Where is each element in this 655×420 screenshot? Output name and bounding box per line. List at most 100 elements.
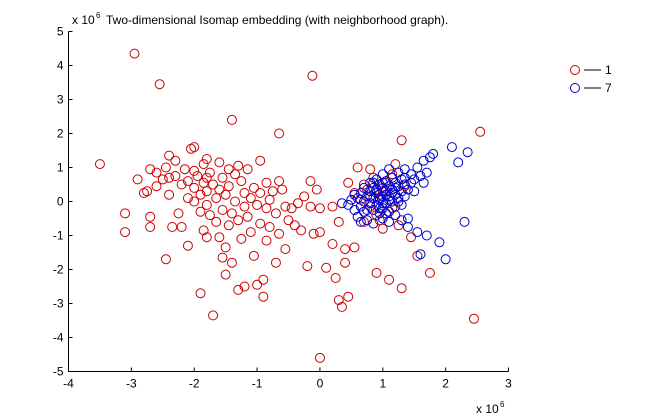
- scatter-point-series-1: [217, 172, 228, 183]
- y-tick-label: 1: [57, 161, 64, 175]
- scatter-point-series-7: [396, 186, 407, 197]
- scatter-point-series-1: [371, 210, 382, 221]
- x-tick-label: -4: [63, 377, 74, 391]
- scatter-point-series-1: [189, 165, 200, 176]
- scatter-point-series-1: [189, 142, 200, 153]
- scatter-point-series-1: [274, 128, 285, 139]
- y-tick-label: -5: [53, 365, 64, 379]
- scatter-point-series-1: [390, 159, 401, 170]
- scatter-point-series-1: [336, 301, 347, 312]
- chart-title: Two-dimensional Isomap embedding (with n…: [106, 13, 448, 27]
- scatter-point-series-7: [412, 162, 423, 173]
- scatter-point-series-1: [201, 172, 212, 183]
- scatter-point-series-1: [305, 176, 316, 187]
- scatter-point-series-1: [201, 199, 212, 210]
- scatter-point-series-1: [154, 79, 165, 90]
- scatter-point-series-1: [160, 162, 171, 173]
- scatter-point-series-1: [120, 208, 131, 219]
- scatter-point-series-1: [333, 216, 344, 227]
- scatter-point-series-7: [384, 191, 395, 202]
- y-tick-label: -2: [53, 263, 64, 277]
- scatter-point-series-7: [374, 208, 385, 219]
- scatter-point-series-1: [252, 279, 263, 290]
- x-tick-label: -3: [126, 377, 137, 391]
- y-tick-label: 0: [57, 195, 64, 209]
- scatter-point-series-1: [292, 198, 303, 209]
- scatter-point-series-1: [261, 235, 272, 246]
- scatter-point-series-1: [151, 181, 162, 192]
- scatter-point-series-7: [387, 184, 398, 195]
- scatter-point-series-1: [120, 227, 131, 238]
- scatter-point-series-1: [352, 162, 363, 173]
- scatter-points: [94, 48, 486, 363]
- scatter-point-series-7: [374, 203, 385, 214]
- scatter-point-series-1: [274, 176, 285, 187]
- scatter-point-series-1: [412, 250, 423, 261]
- scatter-point-series-7: [380, 208, 391, 219]
- scatter-point-series-7: [393, 181, 404, 192]
- scatter-point-series-1: [182, 193, 193, 204]
- scatter-point-series-1: [223, 181, 234, 192]
- scatter-point-series-1: [189, 182, 200, 193]
- scatter-point-series-7: [396, 174, 407, 185]
- scatter-point-series-1: [314, 203, 325, 214]
- scatter-point-series-1: [170, 171, 181, 181]
- x-multiplier-exponent: 6: [500, 400, 505, 409]
- scatter-point-series-1: [261, 203, 272, 214]
- scatter-point-series-1: [223, 164, 234, 175]
- scatter-point-series-7: [393, 193, 404, 204]
- scatter-point-series-1: [468, 313, 479, 324]
- scatter-point-series-1: [160, 254, 171, 265]
- scatter-point-series-1: [406, 232, 417, 243]
- scatter-point-series-7: [421, 230, 432, 241]
- scatter-point-series-1: [248, 250, 259, 261]
- scatter-point-series-1: [186, 143, 197, 154]
- scatter-point-series-1: [142, 186, 153, 197]
- scatter-point-series-1: [255, 155, 266, 166]
- scatter-point-series-1: [233, 160, 244, 171]
- scatter-point-series-7: [399, 172, 410, 183]
- scatter-point-series-1: [264, 222, 275, 232]
- scatter-point-series-1: [176, 179, 187, 190]
- scatter-point-series-1: [311, 184, 322, 195]
- y-tick-label: -1: [53, 229, 64, 243]
- scatter-point-series-1: [267, 186, 278, 197]
- scatter-point-series-7: [453, 157, 464, 168]
- scatter-point-series-1: [233, 284, 244, 295]
- x-multiplier: x 10: [476, 402, 499, 416]
- scatter-point-series-7: [390, 210, 401, 221]
- scatter-point-series-1: [220, 269, 231, 280]
- scatter-point-series-1: [211, 193, 222, 204]
- scatter-point-series-7: [349, 205, 360, 215]
- scatter-point-series-1: [286, 203, 297, 214]
- scatter-point-series-1: [283, 215, 294, 226]
- scatter-point-series-1: [239, 281, 250, 292]
- x-tick-label: -2: [189, 377, 200, 391]
- scatter-point-series-7: [362, 215, 373, 226]
- scatter-point-series-1: [314, 227, 325, 238]
- scatter-point-series-1: [198, 177, 209, 188]
- scatter-point-series-1: [208, 310, 219, 321]
- scatter-point-series-1: [308, 228, 319, 239]
- scatter-point-series-1: [396, 135, 407, 146]
- scatter-point-series-1: [208, 179, 219, 190]
- scatter-point-series-1: [214, 157, 225, 168]
- scatter-point-series-7: [409, 174, 420, 185]
- scatter-point-series-7: [424, 152, 435, 163]
- scatter-point-series-1: [358, 216, 369, 227]
- scatter-point-series-1: [307, 70, 318, 81]
- y-tick-label: -4: [53, 331, 64, 345]
- scatter-point-series-7: [409, 186, 420, 197]
- scatter-point-series-1: [236, 233, 247, 244]
- scatter-point-series-7: [402, 184, 413, 195]
- scatter-point-series-7: [355, 201, 366, 212]
- y-tick-label: 5: [57, 25, 64, 39]
- scatter-point-series-7: [384, 164, 395, 175]
- scatter-point-series-1: [258, 274, 269, 285]
- scatter-point-series-7: [459, 216, 470, 227]
- scatter-point-series-1: [220, 189, 231, 200]
- scatter-point-series-1: [201, 232, 212, 243]
- scatter-point-series-1: [277, 184, 288, 195]
- scatter-point-series-1: [327, 239, 338, 249]
- scatter-point-series-1: [299, 191, 310, 202]
